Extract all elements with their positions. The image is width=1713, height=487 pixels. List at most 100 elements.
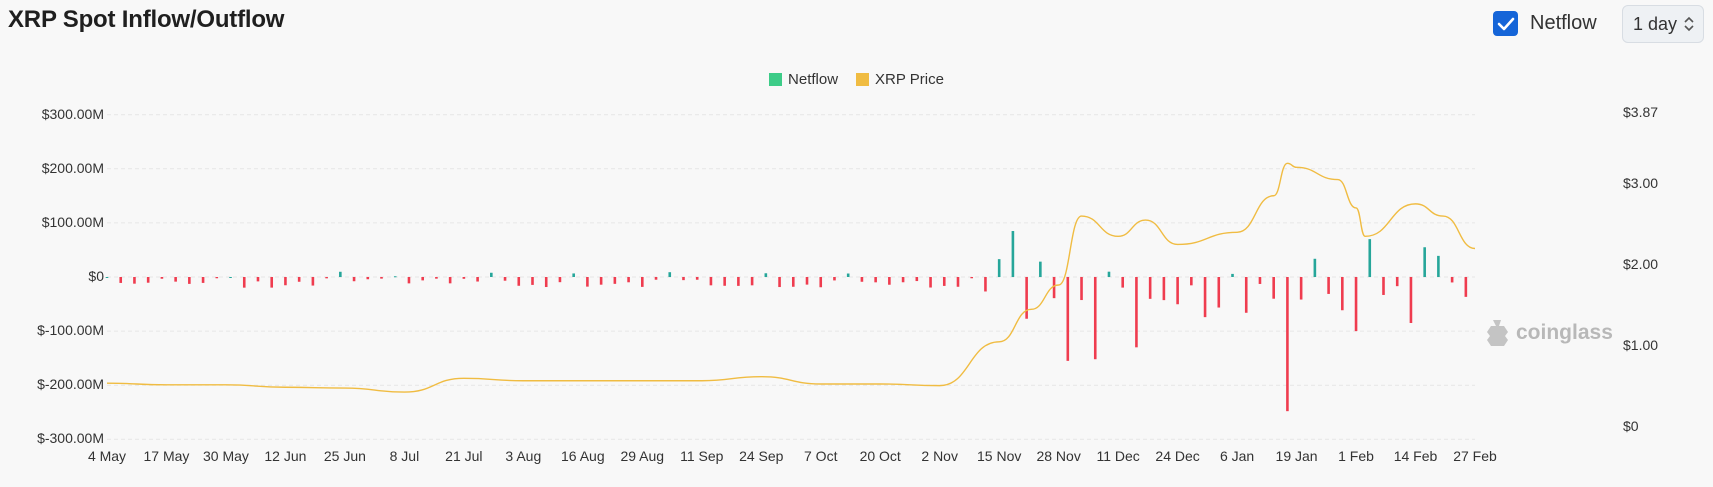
netflow-bar <box>256 277 260 282</box>
netflow-bar <box>805 277 809 285</box>
netflow-bar <box>1190 277 1193 286</box>
netflow-bar <box>393 276 397 278</box>
x-axis-tick-label: 11 Sep <box>680 448 724 464</box>
right-axis-tick-label: $2.00 <box>1623 255 1659 272</box>
netflow-bar <box>942 277 946 286</box>
period-select-value: 1 day <box>1633 13 1678 34</box>
netflow-bar <box>188 277 191 284</box>
netflow-bar <box>1286 277 1289 412</box>
netflow-bar <box>1025 277 1028 319</box>
netflow-bar <box>1423 247 1426 277</box>
netflow-bar <box>599 277 603 285</box>
netflow-bar <box>311 277 315 286</box>
netflow-bar <box>421 277 424 281</box>
netflow-bar <box>627 277 630 283</box>
netflow-toggle-label[interactable]: Netflow <box>1530 12 1597 34</box>
netflow-bar <box>1464 277 1468 297</box>
netflow-bar <box>1093 277 1097 360</box>
netflow-bar <box>970 277 974 279</box>
netflow-bar <box>435 277 438 279</box>
xrp-price-line <box>106 162 1476 393</box>
netflow-bar <box>490 272 493 277</box>
left-axis-tick-label: $0 <box>88 268 104 284</box>
netflow-bar <box>1162 277 1166 301</box>
netflow-bar <box>1066 277 1070 361</box>
netflow-bar <box>778 277 781 288</box>
legend-price-label: XRP Price <box>875 71 944 88</box>
netflow-bar <box>682 277 685 281</box>
netflow-bar <box>380 277 383 279</box>
netflow-bar <box>462 277 466 279</box>
netflow-bar <box>160 277 164 279</box>
netflow-bar <box>695 277 699 280</box>
netflow-bar <box>641 277 644 287</box>
netflow-bar <box>242 277 246 288</box>
netflow-bar <box>1176 277 1179 305</box>
left-axis-tick-label: $200.00M <box>41 159 104 176</box>
x-axis-tick-label: 24 Sep <box>739 448 784 464</box>
x-axis-tick-label: 2 Nov <box>921 448 958 464</box>
netflow-bar <box>1231 273 1234 277</box>
left-axis-tick-label: $-300.00M <box>37 430 104 447</box>
x-axis-tick-label: 3 Aug <box>505 448 542 464</box>
netflow-checkbox[interactable] <box>1493 11 1518 36</box>
netflow-bar <box>105 277 109 278</box>
netflow-bar <box>654 277 658 280</box>
netflow-bar <box>201 277 205 283</box>
netflow-bar <box>1148 277 1152 299</box>
netflow-bar <box>1135 277 1138 348</box>
netflow-bar <box>531 277 534 285</box>
netflow-bar <box>476 277 479 282</box>
netflow-bar <box>572 273 575 277</box>
netflow-bar <box>929 277 932 288</box>
netflow-bar <box>1395 277 1399 287</box>
period-select[interactable]: 1 day <box>1622 5 1704 43</box>
netflow-bar <box>1052 277 1056 299</box>
legend-item-netflow[interactable]: Netflow <box>769 71 838 88</box>
netflow-bar <box>709 277 713 286</box>
netflow-bar <box>846 273 850 277</box>
netflow-bar <box>366 277 370 280</box>
x-axis-tick-label: 30 May <box>202 448 249 464</box>
x-axis-tick-label: 4 May <box>87 448 127 464</box>
netflow-bar <box>888 277 891 285</box>
grid-lines <box>107 114 1475 440</box>
netflow-bar <box>1107 271 1111 277</box>
netflow-bar <box>723 277 726 286</box>
netflow-bar <box>1341 277 1344 311</box>
legend-item-price[interactable]: XRP Price <box>856 71 944 88</box>
netflow-bar <box>133 277 136 284</box>
netflow-bar <box>215 277 219 279</box>
x-axis-tick-label: 1 Feb <box>1338 448 1374 464</box>
x-axis-tick-label: 21 Jul <box>445 448 483 464</box>
chevron-up-down-icon <box>1684 16 1694 32</box>
right-axis-tick-label: $3.00 <box>1623 174 1659 191</box>
netflow-bar <box>325 277 328 279</box>
netflow-bar <box>517 277 521 286</box>
right-axis-tick-label: $3.87 <box>1623 104 1659 120</box>
left-axis-tick-label: $100.00M <box>41 213 104 230</box>
netflow-bar <box>956 277 960 287</box>
netflow-bar <box>1299 277 1303 300</box>
netflow-bar <box>544 277 548 288</box>
netflow-bar <box>270 277 274 288</box>
netflow-bar <box>668 272 672 277</box>
netflow-bar <box>874 277 877 283</box>
netflow-bar <box>1011 231 1015 277</box>
netflow-bar <box>1080 277 1083 301</box>
netflow-swatch <box>769 73 783 86</box>
netflow-bar <box>1450 277 1454 283</box>
netflow-bar <box>1203 277 1207 318</box>
netflow-bar <box>613 277 617 284</box>
netflow-bar <box>1313 258 1317 277</box>
x-axis-tick-label: 14 Feb <box>1393 448 1438 464</box>
netflow-bar <box>352 277 356 282</box>
x-axis-tick-label: 17 May <box>143 448 190 464</box>
netflow-bar <box>1327 277 1330 294</box>
netflow-bar <box>339 271 342 277</box>
netflow-bar <box>1368 239 1372 277</box>
netflow-bar <box>174 277 177 282</box>
netflow-bar <box>1382 277 1385 295</box>
netflow-bar <box>119 277 123 283</box>
